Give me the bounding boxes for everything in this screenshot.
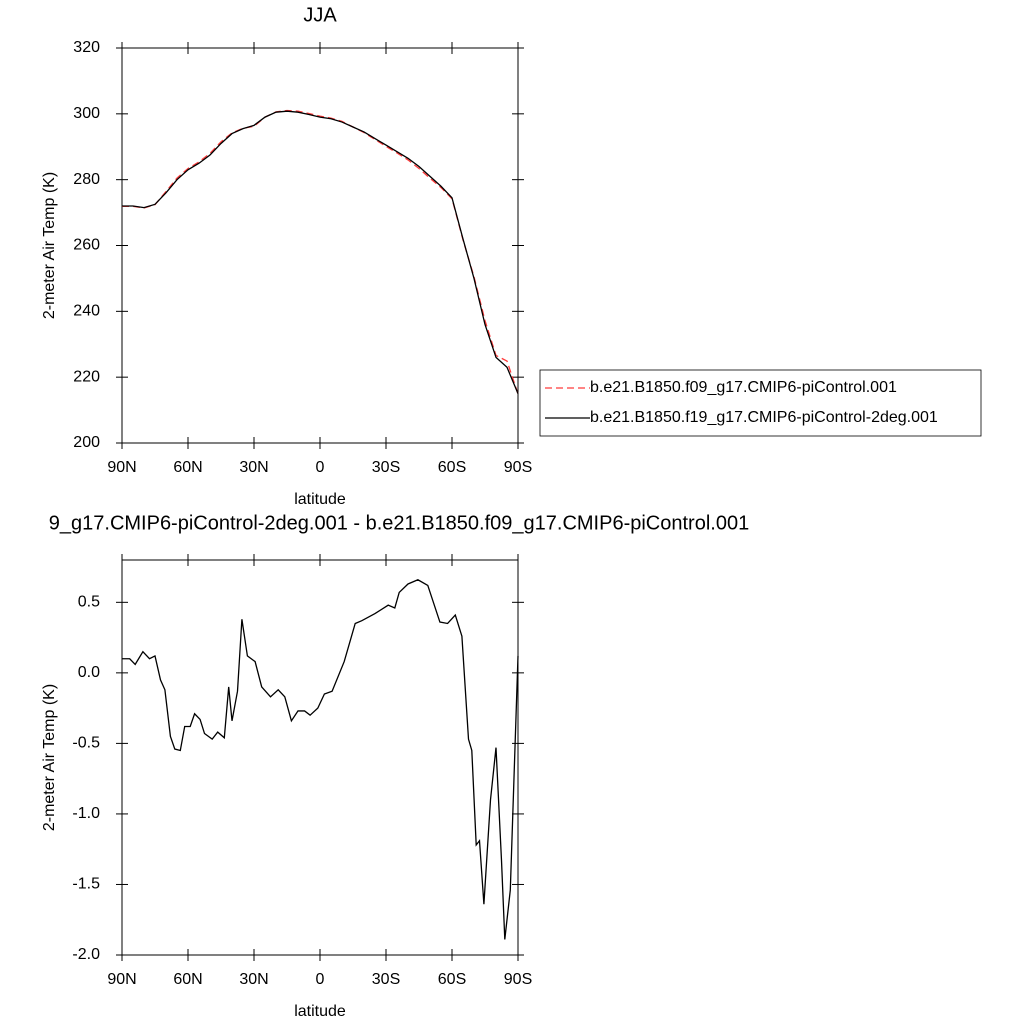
y-tick-label: -1.5: [72, 876, 100, 893]
y-tick-label: 260: [73, 237, 100, 254]
y-axis-label: 2-meter Air Temp (K): [41, 684, 58, 831]
legend-label: b.e21.B1850.f09_g17.CMIP6-piControl.001: [590, 379, 897, 396]
legend-box: [539, 369, 982, 437]
x-tick-label: 60N: [173, 459, 202, 476]
x-tick-label: 30N: [239, 971, 268, 988]
x-tick-label: 90S: [504, 971, 532, 988]
chart-title: 9_g17.CMIP6-piControl-2deg.001 - b.e21.B…: [49, 512, 749, 534]
x-tick-label: 60S: [438, 971, 466, 988]
x-tick-label: 0: [316, 459, 325, 476]
x-tick-label: 30N: [239, 459, 268, 476]
y-tick-label: 200: [73, 434, 100, 451]
data-line: [122, 579, 519, 940]
x-tick-label: 30S: [372, 459, 400, 476]
x-tick-label: 30S: [372, 971, 400, 988]
data-line: [122, 110, 519, 394]
y-axis-label: 2-meter Air Temp (K): [41, 172, 58, 319]
y-tick-label: 300: [73, 105, 100, 122]
data-line: [122, 109, 519, 395]
y-tick-label: 220: [73, 368, 100, 385]
y-tick-label: 240: [73, 303, 100, 320]
chart-title: JJA: [303, 4, 337, 26]
legend-label: b.e21.B1850.f19_g17.CMIP6-piControl-2deg…: [590, 409, 938, 426]
x-tick-label: 60N: [173, 971, 202, 988]
x-tick-label: 90S: [504, 459, 532, 476]
y-tick-label: -2.0: [72, 946, 100, 963]
x-tick-label: 0: [316, 971, 325, 988]
y-tick-label: 0.0: [78, 664, 100, 681]
plot-frame: [121, 47, 519, 444]
y-tick-label: -0.5: [72, 735, 100, 752]
y-tick-label: -1.0: [72, 805, 100, 822]
plot-frame: [121, 559, 519, 956]
x-tick-label: 90N: [107, 459, 136, 476]
y-tick-label: 320: [73, 39, 100, 56]
x-axis-label: latitude: [294, 491, 346, 508]
y-tick-label: 0.5: [78, 594, 100, 611]
x-tick-label: 90N: [107, 971, 136, 988]
x-tick-label: 60S: [438, 459, 466, 476]
x-axis-label: latitude: [294, 1003, 346, 1020]
y-tick-label: 280: [73, 171, 100, 188]
